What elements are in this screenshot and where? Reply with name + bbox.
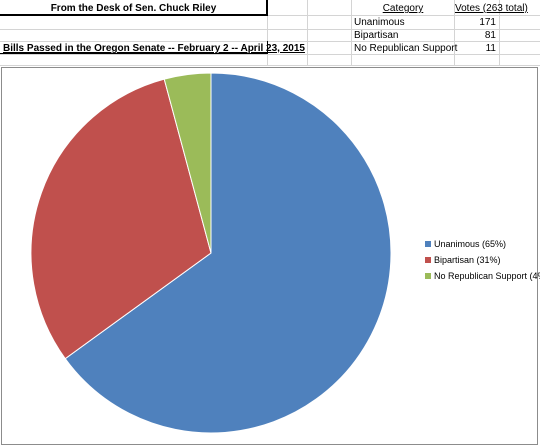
grid-line bbox=[0, 15, 540, 16]
category-header: Category bbox=[382, 3, 424, 14]
votes-cell: 11 bbox=[485, 43, 496, 54]
legend-swatch bbox=[425, 273, 431, 279]
sheet-subtitle: Bills Passed in the Oregon Senate -- Feb… bbox=[3, 43, 305, 54]
legend-label: Unanimous (65%) bbox=[434, 239, 507, 249]
cell-border bbox=[267, 41, 268, 54]
category-cell: Bipartisan bbox=[354, 30, 399, 41]
grid-line bbox=[307, 0, 308, 66]
category-cell: Unanimous bbox=[354, 17, 405, 28]
grid-line bbox=[0, 41, 540, 42]
category-cell: No Republican Support bbox=[354, 43, 458, 54]
cell-border bbox=[0, 14, 268, 16]
sheet-title: From the Desk of Sen. Chuck Riley bbox=[50, 3, 217, 14]
pie-slice bbox=[64, 72, 392, 434]
votes-cell: 81 bbox=[484, 30, 496, 41]
grid-line bbox=[0, 65, 540, 66]
legend-swatch bbox=[425, 257, 431, 263]
legend-swatch bbox=[425, 241, 431, 247]
grid-line bbox=[0, 54, 540, 55]
grid-line bbox=[351, 0, 352, 66]
legend-label: Bipartisan (31%) bbox=[434, 255, 501, 265]
legend-label: No Republican Support (4%) bbox=[434, 271, 540, 281]
votes-cell: 171 bbox=[479, 17, 496, 28]
spreadsheet: From the Desk of Sen. Chuck Riley Bills … bbox=[0, 0, 540, 66]
pie-slice bbox=[30, 78, 212, 360]
pie-chart bbox=[30, 72, 392, 434]
grid-line bbox=[454, 0, 455, 66]
cell-border bbox=[266, 0, 268, 15]
votes-header: Votes (263 total) bbox=[455, 3, 528, 14]
grid-line bbox=[267, 0, 268, 66]
pie-slice bbox=[163, 72, 212, 254]
chart-area[interactable]: Unanimous (65%) Bipartisan (31%) No Republ… bbox=[1, 67, 540, 445]
cell-border bbox=[0, 53, 268, 54]
grid-line bbox=[0, 29, 540, 30]
grid-line bbox=[499, 0, 500, 66]
